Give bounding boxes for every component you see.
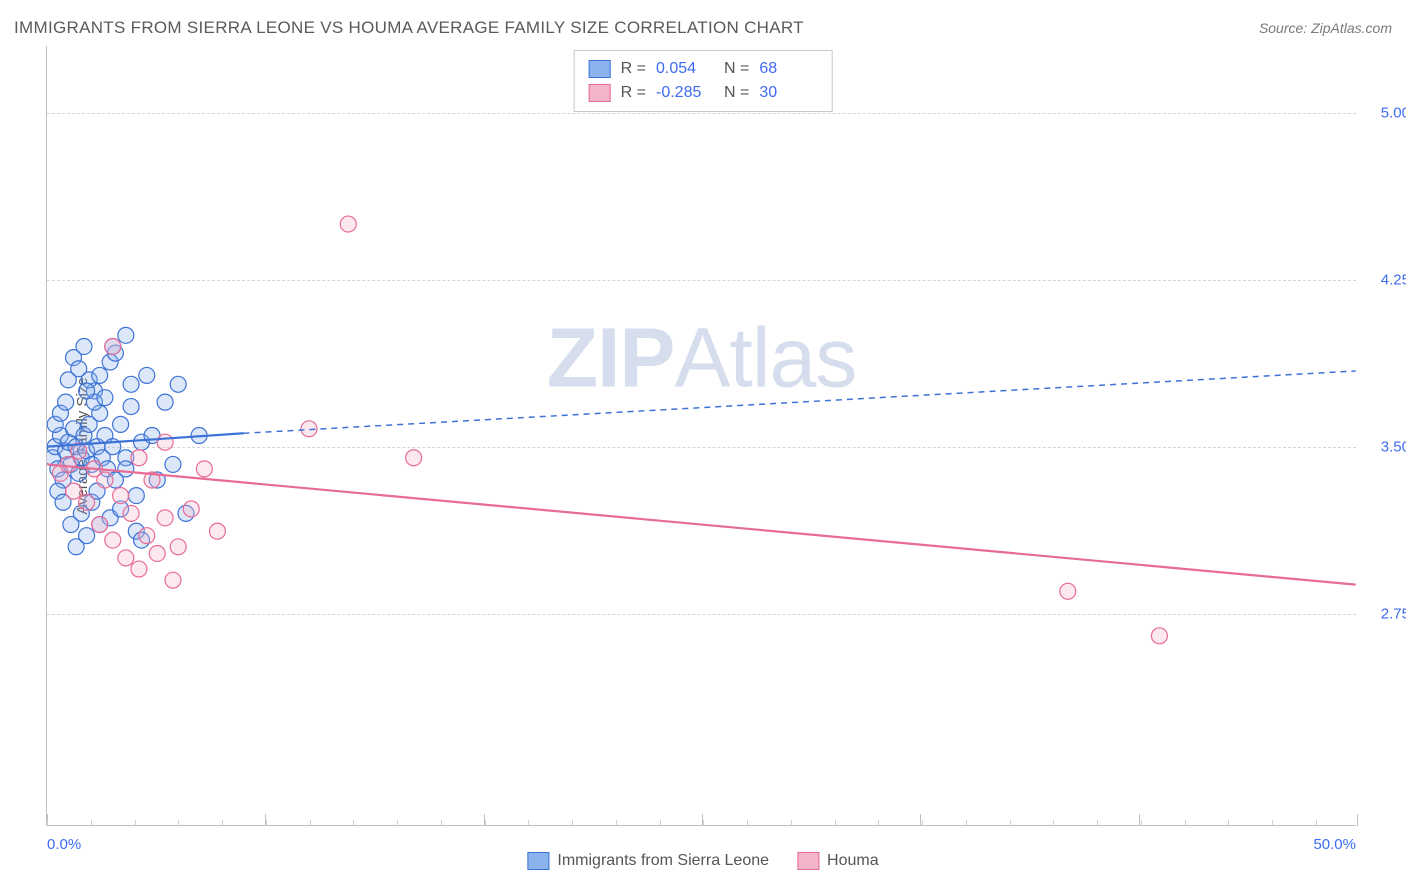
series1-swatch <box>527 852 549 870</box>
n-label: N = <box>724 57 749 81</box>
r-label: R = <box>621 81 646 105</box>
series2-swatch <box>589 84 611 102</box>
y-tick-label: 5.00 <box>1381 104 1406 121</box>
series2-swatch <box>797 852 819 870</box>
y-tick-label: 3.50 <box>1381 439 1406 456</box>
series1-n-value: 68 <box>759 57 817 81</box>
source-label: Source: ZipAtlas.com <box>1259 20 1392 36</box>
chart-title: IMMIGRANTS FROM SIERRA LEONE VS HOUMA AV… <box>14 18 804 38</box>
series2-n-value: 30 <box>759 81 817 105</box>
legend-row-series2: R = -0.285 N = 30 <box>589 81 818 105</box>
x-min-label: 0.0% <box>47 836 81 853</box>
r-label: R = <box>621 57 646 81</box>
x-tick-major <box>1357 814 1358 826</box>
series2-r-value: -0.285 <box>656 81 714 105</box>
legend-row-series1: R = 0.054 N = 68 <box>589 57 818 81</box>
series1-r-value: 0.054 <box>656 57 714 81</box>
y-tick-label: 2.75 <box>1381 606 1406 623</box>
x-max-label: 50.0% <box>1313 836 1356 853</box>
correlation-legend: R = 0.054 N = 68 R = -0.285 N = 30 <box>574 50 833 112</box>
y-tick-label: 4.25 <box>1381 272 1406 289</box>
series2-name: Houma <box>827 852 879 870</box>
series1-name: Immigrants from Sierra Leone <box>557 852 769 870</box>
series1-swatch <box>589 60 611 78</box>
series-legend: Immigrants from Sierra Leone Houma <box>527 852 878 870</box>
scatter-plot-svg <box>47 46 1356 825</box>
n-label: N = <box>724 81 749 105</box>
legend-item-series2: Houma <box>797 852 879 870</box>
legend-item-series1: Immigrants from Sierra Leone <box>527 852 769 870</box>
plot-area: ZIPAtlas 2.753.504.255.000.0%50.0% <box>46 46 1356 826</box>
